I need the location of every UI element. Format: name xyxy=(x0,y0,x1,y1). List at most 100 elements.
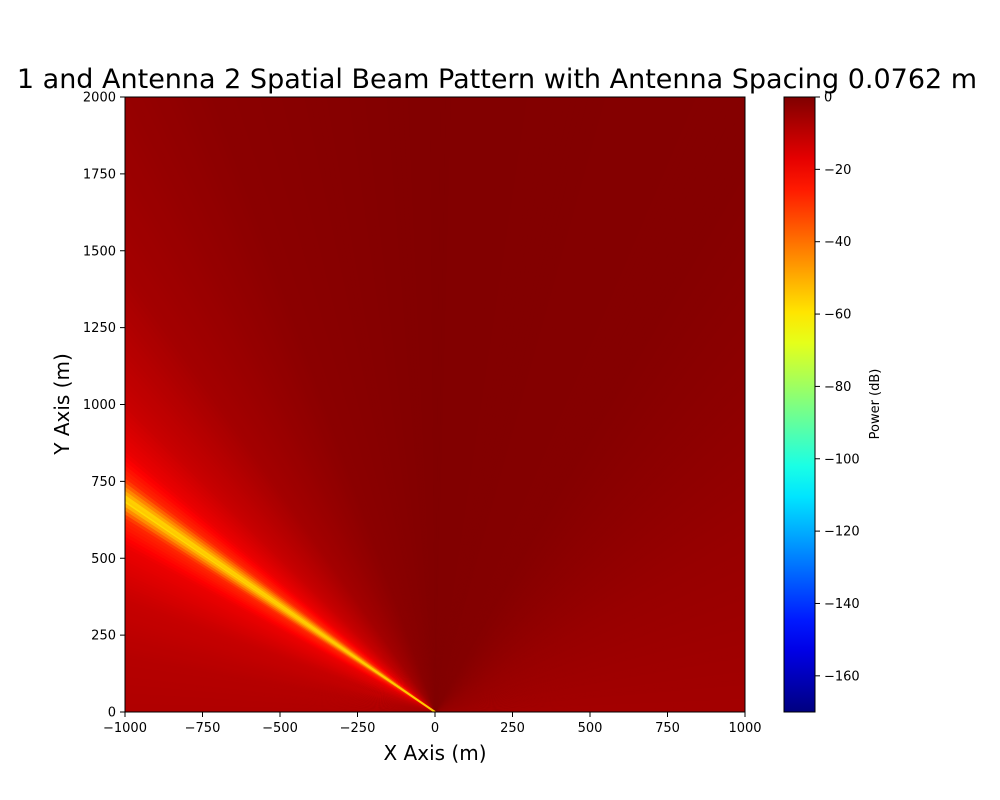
heatmap-cell xyxy=(125,103,435,712)
heatmap-cell xyxy=(125,322,435,712)
heatmap-cell xyxy=(125,679,435,712)
heatmap-cell xyxy=(435,97,452,712)
heatmap-cell xyxy=(435,97,457,712)
plot-area xyxy=(125,97,745,712)
heatmap-cell xyxy=(435,97,606,712)
heatmap-cell xyxy=(125,234,435,712)
heatmap-cell xyxy=(125,698,435,712)
heatmap-cell xyxy=(125,580,435,712)
heatmap-cell xyxy=(125,693,435,712)
y-tick-label: 500 xyxy=(91,552,116,567)
colorbar-tick-label: −40 xyxy=(824,235,851,250)
colorbar-tick-label: −20 xyxy=(824,163,851,178)
heatmap-cell xyxy=(125,620,435,712)
heatmap-cell xyxy=(435,97,709,712)
heatmap-cell xyxy=(435,97,516,712)
heatmap-cell xyxy=(125,465,435,712)
colorbar-tick-label: −140 xyxy=(824,597,860,612)
heatmap-cell xyxy=(125,329,435,712)
colorbar-label: Power (dB) xyxy=(868,369,883,440)
y-tick-label: 0 xyxy=(108,706,116,721)
heatmap-cell xyxy=(125,141,435,712)
heatmap-cell xyxy=(125,355,435,712)
heatmap-cell xyxy=(125,518,435,712)
heatmap-cell xyxy=(125,490,435,712)
heatmap-cell xyxy=(435,97,745,712)
heatmap-cell xyxy=(125,417,435,712)
heatmap-cell xyxy=(125,611,435,712)
y-axis-label: Y Axis (m) xyxy=(50,353,74,456)
colorbar-tick-label: −120 xyxy=(824,525,860,540)
heatmap-cell xyxy=(125,626,435,712)
heatmap-cell xyxy=(125,385,435,712)
heatmap-cell xyxy=(125,451,435,712)
heatmap-cell xyxy=(125,529,435,712)
heatmap-cell xyxy=(125,510,435,712)
heatmap-cell xyxy=(435,97,533,712)
heatmap-cell xyxy=(125,506,435,712)
heatmap-cell xyxy=(125,422,435,712)
heatmap-cell xyxy=(125,379,435,712)
heatmap-cell xyxy=(125,543,435,712)
heatmap-cell xyxy=(435,97,665,712)
heatmap-cell xyxy=(125,651,435,712)
y-tick-label: 1000 xyxy=(83,398,116,413)
heatmap-cell xyxy=(125,522,435,712)
heatmap-cell xyxy=(125,361,435,712)
heatmap-cell xyxy=(125,560,435,712)
heatmap-cell xyxy=(125,623,435,712)
heatmap-cell xyxy=(435,97,697,712)
heatmap-cell xyxy=(125,586,435,712)
heatmap-cell xyxy=(125,596,435,712)
heatmap-cell xyxy=(435,97,473,712)
heatmap-cell xyxy=(125,469,435,712)
heatmap-cell xyxy=(435,97,659,712)
heatmap-cell xyxy=(435,97,629,712)
heatmap-cell xyxy=(435,703,745,712)
colorbar-tick-label: −100 xyxy=(824,452,860,467)
heatmap-cell xyxy=(125,315,435,712)
heatmap-cell xyxy=(435,97,735,712)
heatmap-cell xyxy=(125,671,435,712)
heatmap-cell xyxy=(125,640,435,712)
x-axis-ticks: −1000 −750 −500 −250 0 250 500 750 1000 xyxy=(103,712,762,736)
colorbar: 0 −20 −40 −60 −80 −100 −120 −140 −160 Power (dB) xyxy=(783,91,883,713)
heatmap-cell xyxy=(125,97,435,712)
heatmap-cell xyxy=(125,128,435,712)
heatmap-cell xyxy=(125,709,435,712)
heatmap-cell xyxy=(435,97,566,712)
colorbar-tick-label: −160 xyxy=(824,669,860,684)
heatmap-cell xyxy=(125,308,435,712)
heatmap-cell xyxy=(435,97,690,712)
heatmap-cell xyxy=(125,631,435,712)
x-tick-label: 500 xyxy=(578,721,603,736)
heatmap-cell xyxy=(125,617,435,712)
heatmap-cell xyxy=(125,335,435,712)
heatmap-cell xyxy=(125,570,435,712)
heatmap-cell xyxy=(433,97,441,712)
null-line xyxy=(125,498,436,712)
heatmap-cell xyxy=(125,554,435,712)
heatmap-cell xyxy=(125,269,435,712)
heatmap-cell xyxy=(125,648,435,712)
heatmap-cell xyxy=(435,97,489,712)
colorbar-tick-label: −60 xyxy=(824,308,851,323)
x-tick-label: 750 xyxy=(655,721,680,736)
heatmap-cell xyxy=(125,536,435,712)
heatmap-cell xyxy=(125,703,435,712)
heatmap-cell xyxy=(125,557,435,712)
heatmap-cell xyxy=(435,97,583,712)
heatmap-cell xyxy=(422,97,435,712)
heatmap-cell xyxy=(125,367,435,712)
heatmap-cell xyxy=(435,97,577,712)
heatmap-cell xyxy=(435,97,462,712)
heatmap-cell xyxy=(435,97,527,712)
colorbar-tick-label: −80 xyxy=(824,380,851,395)
heatmap-cell xyxy=(435,97,678,712)
heatmap-cell xyxy=(125,665,435,712)
x-tick-label: 0 xyxy=(431,721,439,736)
heatmap-cell xyxy=(435,97,484,712)
heatmap-cell xyxy=(125,564,435,712)
y-tick-label: 1250 xyxy=(83,321,116,336)
